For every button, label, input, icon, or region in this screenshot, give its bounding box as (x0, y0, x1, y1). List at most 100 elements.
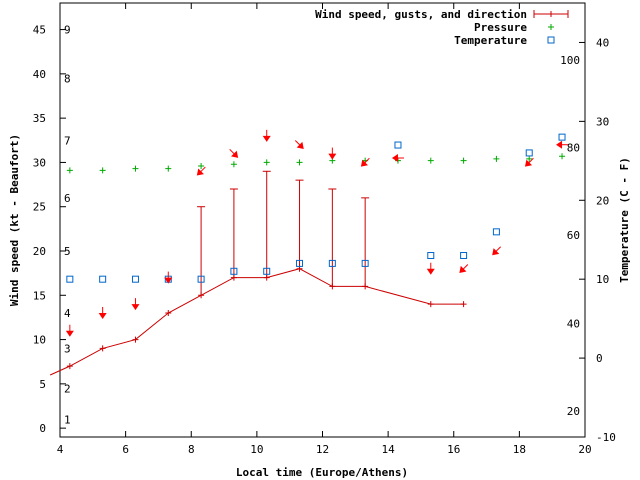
beaufort-labels: 1 2 3 4 5 6 7 8 9 (64, 24, 71, 427)
legend: Wind speed, gusts, and direction Pressur… (315, 8, 569, 47)
plot-frame (59, 2, 586, 438)
legend-label-wind: Wind speed, gusts, and direction (315, 8, 527, 21)
arrow-head (131, 304, 140, 311)
wind-direction-arrow (524, 157, 534, 167)
wind-point (165, 310, 172, 316)
wind-point (99, 345, 106, 352)
pressure-point (427, 157, 434, 164)
wind-direction-arrow (229, 148, 239, 158)
fahrenheit-labels: 20 40 60 80 100 (560, 54, 580, 418)
x-tick-label: 18 (513, 443, 526, 456)
legend-sample-pressure (548, 24, 554, 30)
wind-direction-arrow (328, 147, 337, 160)
arrow-head (391, 154, 398, 162)
pressure-point (99, 167, 106, 174)
arrow-head (360, 159, 368, 167)
arrow-head (65, 330, 74, 337)
pressure-point (230, 161, 237, 168)
fahrenheit-label: 80 (567, 141, 580, 154)
x-tick-label: 14 (382, 443, 396, 456)
beaufort-label: 5 (64, 245, 71, 258)
y2-axis-label: Temperature (C - F) (618, 157, 631, 283)
arrow-head (296, 141, 304, 149)
temperature-point (99, 275, 107, 283)
beaufort-label: 4 (64, 307, 71, 320)
arrow-head (262, 135, 271, 142)
arrow-head (164, 277, 173, 284)
arrow-head (196, 168, 204, 176)
temperature-point (197, 275, 205, 283)
wind-direction-arrow (556, 140, 569, 149)
y2-tick-label: 40 (596, 36, 609, 49)
pressure-point (559, 153, 566, 160)
axes: 4 6 8 10 12 14 16 18 20051015202530354045-100102… (33, 3, 616, 456)
y2-tick-label: -10 (596, 431, 616, 444)
temperature-point (460, 252, 468, 260)
wind-direction-arrow (360, 157, 370, 167)
wind-direction-arrow (492, 246, 502, 256)
wind-point (460, 301, 467, 308)
y-tick-label: 5 (39, 378, 46, 391)
temperature-point (558, 133, 566, 141)
wind-direction-arrow (98, 307, 107, 319)
x-tick-label: 8 (188, 443, 195, 456)
pressure-point (493, 155, 500, 162)
beaufort-label: 9 (64, 24, 71, 37)
temperature-point (263, 267, 271, 275)
arrow-head (231, 150, 239, 158)
x-tick-label: 16 (447, 443, 460, 456)
y-axis-label: Wind speed (kt - Beaufort) (8, 134, 21, 306)
x-axis-label: Local time (Europe/Athens) (236, 466, 408, 479)
wind-direction-arrow (391, 154, 404, 162)
arrow-head (426, 268, 435, 275)
y-tick-label: 40 (33, 68, 46, 81)
fahrenheit-label: 40 (567, 317, 580, 330)
y-tick-label: 10 (33, 334, 46, 347)
y2-tick-label: 30 (596, 115, 609, 128)
temperature-point (66, 275, 74, 283)
y-tick-label: 35 (33, 112, 46, 125)
legend-sample-temperature (547, 36, 555, 44)
wind-point (66, 363, 73, 370)
fahrenheit-label: 60 (567, 229, 580, 242)
pressure-point (263, 159, 270, 166)
y-tick-label: 30 (33, 156, 46, 169)
x-tick-label: 20 (578, 443, 591, 456)
pressure-point (296, 159, 303, 166)
y-tick-label: 20 (33, 245, 46, 258)
x-tick-label: 10 (250, 443, 263, 456)
temperature-point (492, 228, 500, 236)
y2-tick-label: 0 (596, 352, 603, 365)
wind-point (132, 336, 139, 343)
arrow-head (328, 153, 337, 160)
pressure-point (132, 165, 139, 172)
x-tick-label: 12 (316, 443, 329, 456)
temperature-point (394, 141, 402, 149)
y2-tick-label: 10 (596, 273, 609, 286)
temperature-point (131, 275, 139, 283)
y-tick-label: 0 (39, 422, 46, 435)
beaufort-label: 7 (64, 134, 71, 147)
pressure-point (526, 155, 533, 162)
arrow-head (459, 265, 467, 273)
fahrenheit-label: 20 (567, 405, 580, 418)
wind-direction-arrow (294, 140, 304, 149)
wind-direction-arrow (164, 271, 173, 284)
arrow-head (98, 313, 107, 319)
y-tick-label: 25 (33, 201, 46, 214)
wind-point (427, 301, 434, 308)
wind-direction-arrow (262, 129, 271, 142)
legend-sample-wind-marker (548, 11, 554, 17)
y-tick-label: 45 (33, 24, 46, 37)
arrow-head (524, 159, 533, 167)
temperature-point (230, 267, 238, 275)
y2-tick-label: 20 (596, 194, 609, 207)
pressure-point (66, 167, 73, 174)
temperature-point (525, 149, 533, 157)
fahrenheit-label: 100 (560, 54, 580, 67)
beaufort-label: 2 (64, 382, 71, 395)
temperature-point (296, 259, 304, 267)
x-tick-label: 4 (57, 443, 64, 456)
beaufort-label: 1 (64, 413, 71, 426)
